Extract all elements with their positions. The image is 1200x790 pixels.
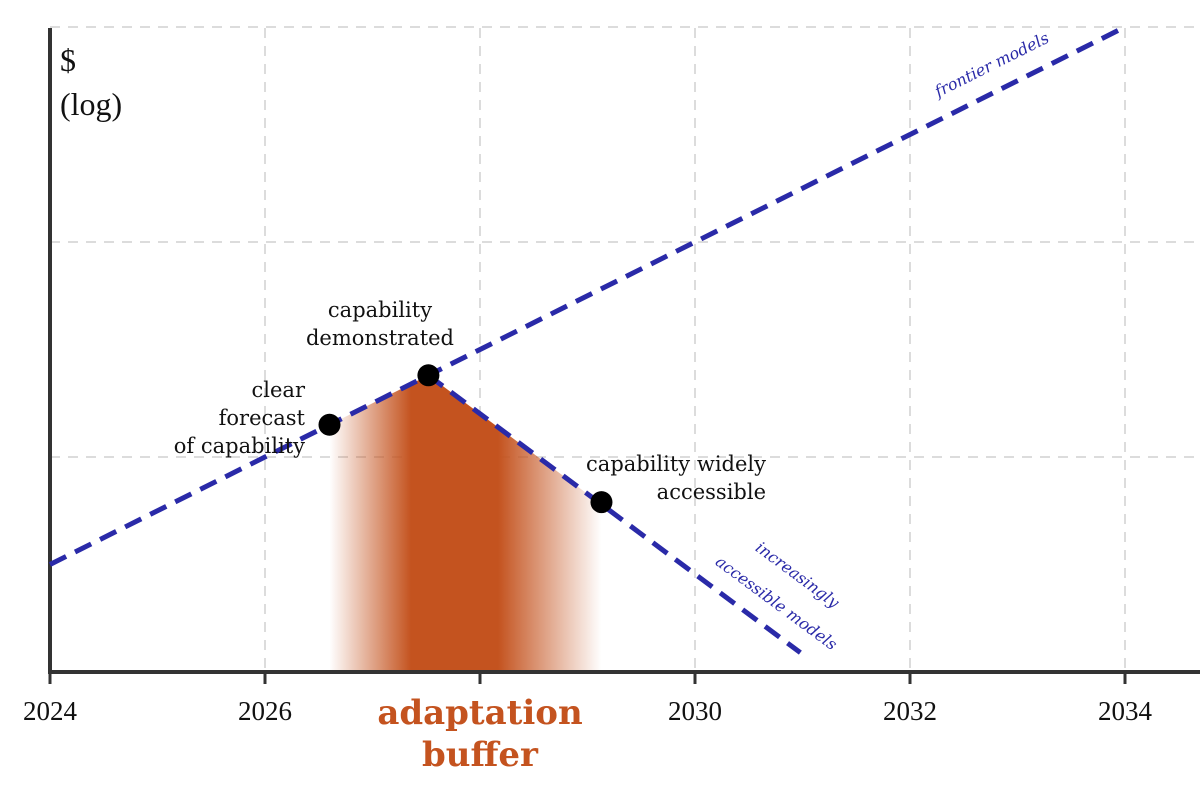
label-line: clear forecast: [218, 378, 305, 430]
adaptation-buffer-region: [329, 375, 602, 672]
x-tick-label: 2026: [238, 696, 292, 726]
x-tick-label: 2024: [23, 696, 77, 726]
buffer-label-line: adaptation: [377, 693, 583, 733]
y-axis-label-log: (log): [60, 86, 123, 122]
label-line: of capability: [173, 434, 305, 458]
x-tick-label: 2030: [668, 696, 722, 726]
milestone-point: [417, 364, 440, 387]
y-axis-label-dollar: $: [60, 42, 76, 78]
x-tick-label: 2034: [1098, 696, 1152, 726]
milestone-point: [318, 413, 341, 436]
label-line: demonstrated: [305, 326, 455, 350]
point-label-forecast: clear forecast of capability: [165, 376, 305, 460]
point-label-accessible: capability widely accessible: [560, 450, 766, 506]
label-line: capability: [327, 298, 433, 322]
milestone-point: [590, 491, 613, 514]
label-line: capability widely: [586, 452, 766, 476]
adaptation-buffer-label: adaptation buffer: [377, 692, 582, 776]
point-label-demonstrated: capability demonstrated: [300, 296, 460, 352]
buffer-label-line: buffer: [422, 735, 538, 775]
accessible-models-line: [426, 373, 802, 655]
x-tick-label: 2032: [883, 696, 937, 726]
frontier-models-line: [48, 24, 1127, 567]
label-line: accessible: [656, 480, 766, 504]
